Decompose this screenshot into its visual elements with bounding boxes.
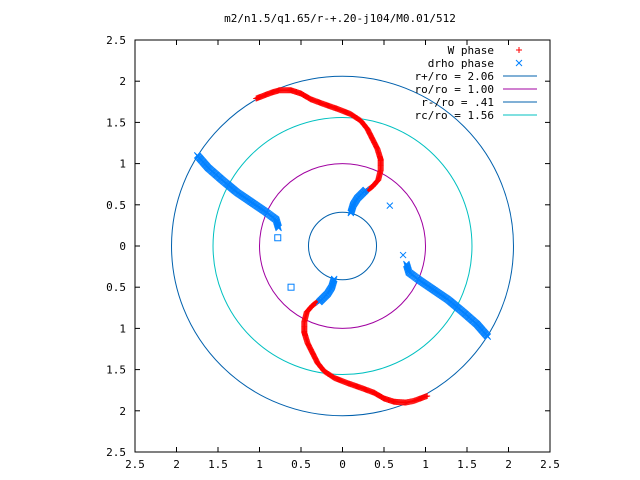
y-tick-label: 1 xyxy=(119,322,126,335)
legend-label: r+/ro = 2.06 xyxy=(415,70,494,83)
w-phase-point xyxy=(516,47,522,53)
w-phase-point xyxy=(424,392,431,399)
x-tick-label: 2 xyxy=(173,458,180,471)
points-layer xyxy=(193,87,492,406)
y-tick-label: 2 xyxy=(119,405,126,418)
x-tick-label: 1 xyxy=(256,458,263,471)
legend-label: ro/ro = 1.00 xyxy=(415,83,494,96)
x-tick-label: 1.5 xyxy=(457,458,477,471)
x-tick-label: 1.5 xyxy=(208,458,228,471)
drho-phase-point xyxy=(399,251,407,259)
drho-phase-point xyxy=(403,260,410,268)
drho-phase-point xyxy=(515,59,523,67)
y-tick-label: 0.5 xyxy=(106,199,126,212)
y-tick-label: 1 xyxy=(119,158,126,171)
legend-label: rc/ro = 1.56 xyxy=(415,109,494,122)
reference-circle-2 xyxy=(307,211,378,281)
ticks-layer: 2.5 2 1.5 1 0.5 0 0.5 1 1.5 2 2.52.521.510.500.511… xyxy=(106,34,560,471)
y-tick-label: 1.5 xyxy=(106,116,126,129)
legend-label: drho phase xyxy=(428,57,494,70)
reference-circle-3 xyxy=(212,116,473,376)
y-tick-label: 0 xyxy=(119,240,126,253)
x-tick-label: 2 xyxy=(505,458,512,471)
circles-layer xyxy=(171,75,514,417)
y-tick-label: 2 xyxy=(119,75,126,88)
y-tick-label: 1.5 xyxy=(106,364,126,377)
x-tick-label: 1 xyxy=(422,458,429,471)
y-tick-label: 0.5 xyxy=(106,281,126,294)
x-tick-label: 0 xyxy=(339,458,346,471)
square-point xyxy=(274,234,282,242)
x-tick-label: 0.5 xyxy=(374,458,394,471)
drho-phase-point xyxy=(386,202,394,209)
square-point xyxy=(287,283,295,291)
legend-label: r-/ro = .41 xyxy=(421,96,494,109)
x-tick-label: 2.5 xyxy=(125,458,145,471)
reference-circle-1 xyxy=(259,163,426,329)
drho-phase-point xyxy=(362,186,370,194)
y-tick-label: 2.5 xyxy=(106,446,126,459)
x-tick-label: 0.5 xyxy=(291,458,311,471)
drho-phase-point xyxy=(275,224,282,232)
x-tick-label: 2.5 xyxy=(540,458,560,471)
chart-title: m2/n1.5/q1.65/r-+.20-j104/M0.01/512 xyxy=(224,12,456,25)
y-tick-label: 2.5 xyxy=(106,34,126,47)
drho-phase-point xyxy=(315,298,323,306)
reference-circle-0 xyxy=(171,75,514,417)
legend-label: W phase xyxy=(448,44,494,57)
